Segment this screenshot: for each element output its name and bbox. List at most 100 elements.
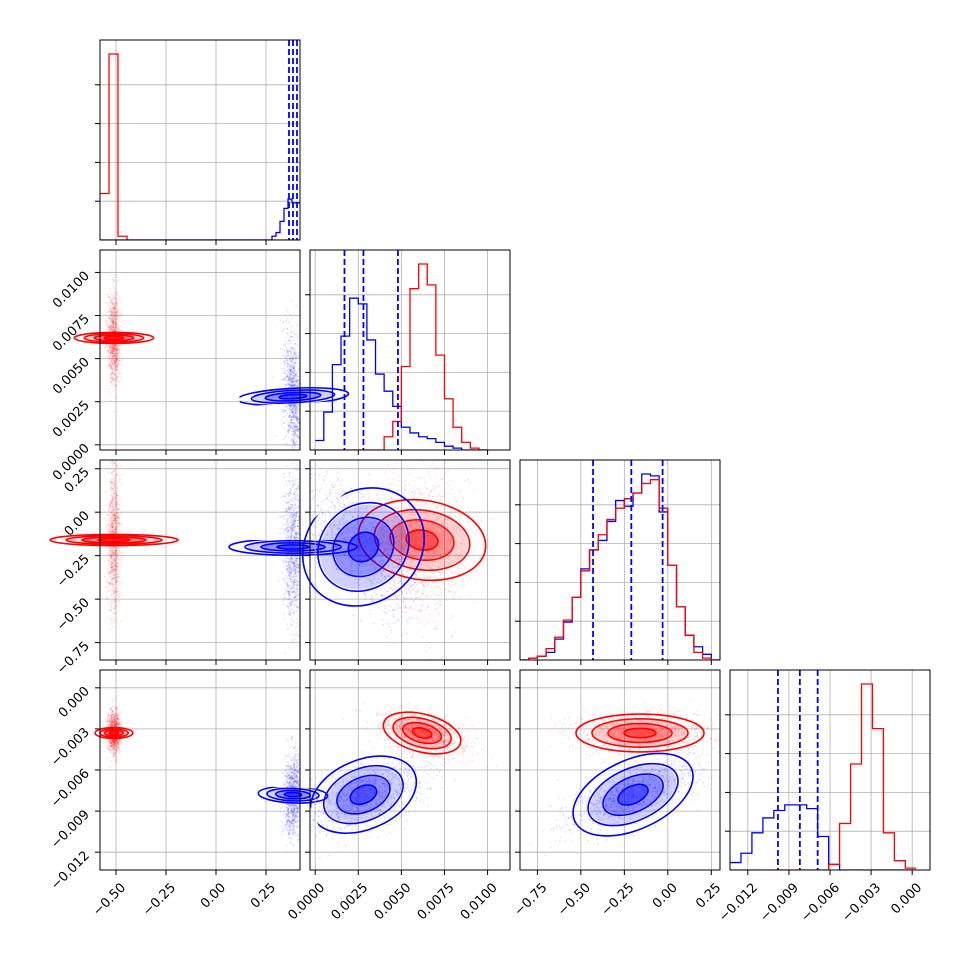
- scatter-point: [115, 360, 118, 362]
- scatter-point: [292, 442, 294, 445]
- scatter-point: [110, 314, 113, 317]
- scatter-point: [419, 546, 422, 549]
- scatter-point: [284, 370, 286, 372]
- scatter-point: [109, 325, 112, 327]
- scatter-point: [108, 352, 111, 355]
- scatter-point: [109, 354, 112, 356]
- scatter-point: [113, 528, 115, 531]
- scatter-point: [286, 527, 289, 530]
- scatter-point: [294, 361, 296, 364]
- scatter-point: [285, 375, 288, 378]
- scatter-point: [433, 592, 436, 595]
- scatter-point: [116, 364, 119, 367]
- scatter-point: [116, 365, 119, 367]
- scatter-point: [288, 476, 291, 478]
- scatter-point: [116, 573, 119, 576]
- scatter-point: [289, 546, 292, 548]
- scatter-point: [412, 555, 414, 558]
- scatter-point: [404, 533, 407, 536]
- scatter-point: [286, 458, 288, 460]
- scatter-point: [286, 508, 289, 511]
- scatter-point: [111, 308, 113, 311]
- scatter-point: [370, 540, 373, 542]
- scatter-point: [116, 556, 119, 558]
- scatter-point: [114, 365, 117, 368]
- scatter-point: [463, 583, 466, 586]
- scatter-point: [112, 485, 115, 487]
- scatter-point: [110, 377, 112, 380]
- scatter-point: [108, 571, 111, 574]
- scatter-point: [113, 496, 116, 499]
- scatter-point: [108, 510, 111, 513]
- scatter-point: [425, 455, 427, 457]
- scatter-point: [433, 513, 436, 516]
- scatter-point: [473, 488, 476, 491]
- scatter-point: [295, 515, 298, 517]
- scatter-point: [297, 500, 300, 503]
- scatter-point: [115, 549, 117, 551]
- scatter-point: [289, 378, 292, 381]
- scatter-point: [114, 526, 117, 529]
- scatter-point: [112, 589, 115, 591]
- scatter-point: [112, 321, 115, 324]
- scatter-point: [112, 470, 115, 473]
- scatter-point: [110, 366, 113, 369]
- scatter-point: [117, 344, 119, 347]
- scatter-point: [286, 483, 289, 486]
- scatter-point: [117, 579, 119, 582]
- scatter-point: [292, 348, 295, 351]
- scatter-point: [110, 563, 113, 566]
- scatter-point: [289, 595, 291, 597]
- scatter-point: [108, 392, 111, 395]
- scatter-point: [269, 407, 271, 409]
- scatter-point: [117, 550, 120, 553]
- scatter-point: [114, 319, 117, 322]
- scatter-point: [291, 347, 294, 350]
- scatter-point: [117, 359, 120, 361]
- scatter-point: [292, 415, 295, 417]
- scatter-point: [295, 429, 298, 432]
- scatter-point: [286, 351, 289, 354]
- scatter-point: [289, 368, 291, 371]
- scatter-point: [303, 586, 305, 588]
- scatter-point: [443, 576, 446, 579]
- scatter-point: [116, 315, 119, 318]
- scatter-point: [332, 504, 335, 506]
- scatter-point: [115, 368, 118, 371]
- scatter-point: [291, 441, 294, 444]
- scatter-point: [460, 507, 463, 509]
- scatter-point: [283, 377, 285, 379]
- scatter-point: [108, 317, 111, 320]
- scatter-point: [114, 521, 117, 524]
- scatter-point: [295, 374, 297, 377]
- scatter-point: [295, 396, 298, 398]
- scatter-point: [111, 481, 114, 484]
- scatter-point: [115, 330, 117, 332]
- scatter-point: [293, 353, 296, 356]
- scatter-point: [296, 379, 299, 382]
- scatter-point: [289, 396, 292, 399]
- scatter-point: [297, 483, 299, 485]
- scatter-point: [118, 381, 120, 384]
- scatter-point: [115, 517, 118, 519]
- scatter-point: [297, 484, 299, 487]
- scatter-point: [110, 567, 113, 569]
- scatter-point: [418, 543, 421, 546]
- scatter-point: [116, 494, 118, 496]
- scatter-point: [292, 435, 295, 437]
- scatter-point: [293, 519, 296, 522]
- scatter-point: [295, 599, 298, 602]
- scatter-point: [111, 347, 114, 350]
- scatter-point: [111, 322, 114, 325]
- scatter-point: [287, 580, 289, 583]
- scatter-point: [108, 553, 111, 555]
- scatter-point: [114, 366, 116, 369]
- scatter-point: [297, 499, 300, 502]
- scatter-point: [115, 577, 117, 579]
- scatter-point: [291, 425, 294, 428]
- scatter-point: [291, 357, 293, 360]
- scatter-point: [295, 558, 298, 560]
- scatter-point: [291, 316, 293, 319]
- scatter-point: [297, 352, 300, 354]
- scatter-point: [119, 315, 121, 318]
